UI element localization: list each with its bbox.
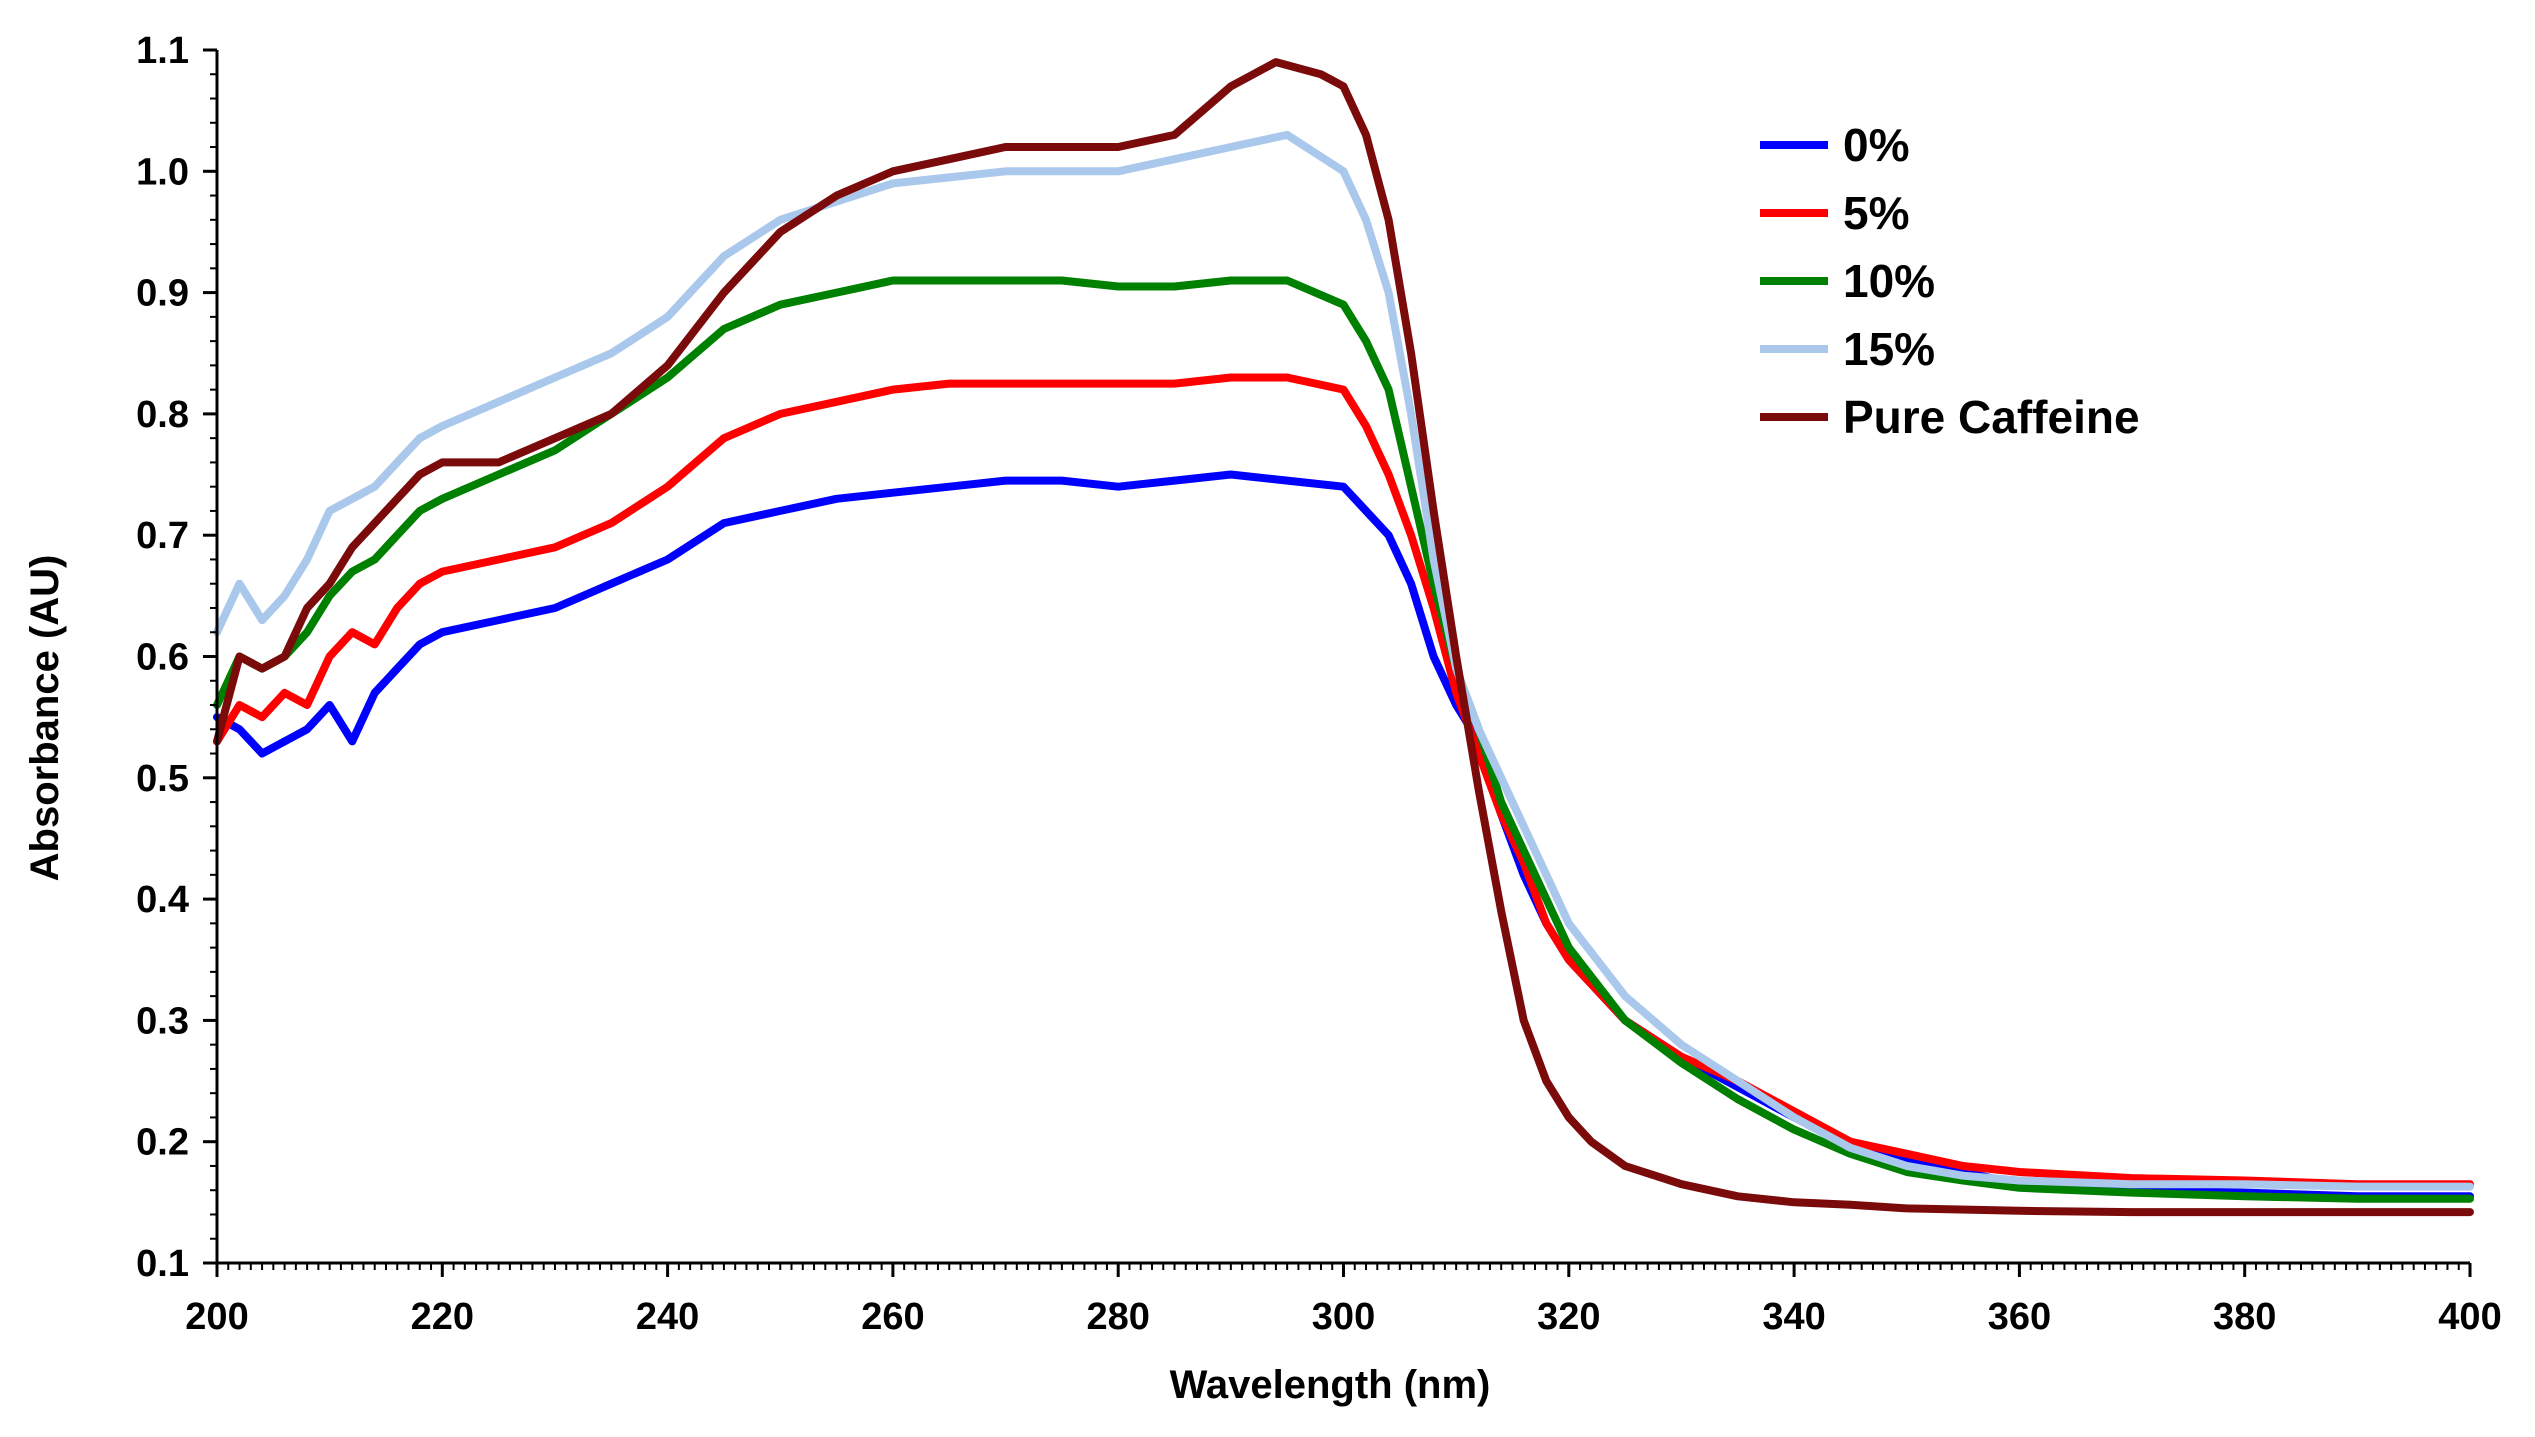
x-tick-label: 360 [1988, 1296, 2051, 1338]
series-line-1 [213, 373, 2474, 1189]
legend-label: 10% [1843, 255, 1935, 307]
legend-label: 15% [1843, 323, 1935, 375]
legend-label: 0% [1843, 119, 1909, 171]
series-line-3 [213, 130, 2474, 1191]
y-tick-label: 0.1 [136, 1243, 189, 1285]
y-tick-label: 0.5 [136, 758, 189, 800]
x-tick-label: 220 [411, 1296, 474, 1338]
y-tick-label: 1.0 [136, 151, 189, 193]
x-tick-label: 260 [861, 1296, 924, 1338]
y-tick-label: 0.3 [136, 1000, 189, 1042]
x-axis-title: Wavelength (nm) [1170, 1363, 1491, 1407]
x-tick-label: 400 [2438, 1296, 2501, 1338]
x-tick-label: 340 [1762, 1296, 1825, 1338]
legend-label: Pure Caffeine [1843, 391, 2140, 443]
series-line-4 [213, 58, 2474, 1217]
legend-label: 5% [1843, 187, 1909, 239]
y-tick-label: 0.7 [136, 515, 189, 557]
series-line-0 [213, 470, 2474, 1201]
x-tick-label: 320 [1537, 1296, 1600, 1338]
x-tick-label: 300 [1312, 1296, 1375, 1338]
x-tick-label: 280 [1086, 1296, 1149, 1338]
y-tick-label: 0.9 [136, 273, 189, 315]
axes-layer [215, 50, 2470, 1265]
x-tick-label: 380 [2213, 1296, 2276, 1338]
y-tick-label: 0.4 [136, 879, 189, 921]
y-axis-title: Absorbance (AU) [23, 555, 67, 882]
ticks-layer: 0.1 0.2 0.3 0.4 0.5 0.6 0.7 0.8 0.9 1.0 1.1 200 220 2… [136, 30, 2502, 1338]
series-layer [213, 58, 2474, 1217]
x-tick-label: 240 [636, 1296, 699, 1338]
series-line-2 [213, 276, 2474, 1203]
legend: 0% 5% 10% 15% Pure Caffeine [1760, 119, 2140, 443]
y-tick-label: 1.1 [136, 30, 189, 72]
y-tick-label: 0.8 [136, 394, 189, 436]
y-tick-label: 0.6 [136, 637, 189, 679]
x-tick-label: 200 [185, 1296, 248, 1338]
y-tick-label: 0.2 [136, 1122, 189, 1164]
